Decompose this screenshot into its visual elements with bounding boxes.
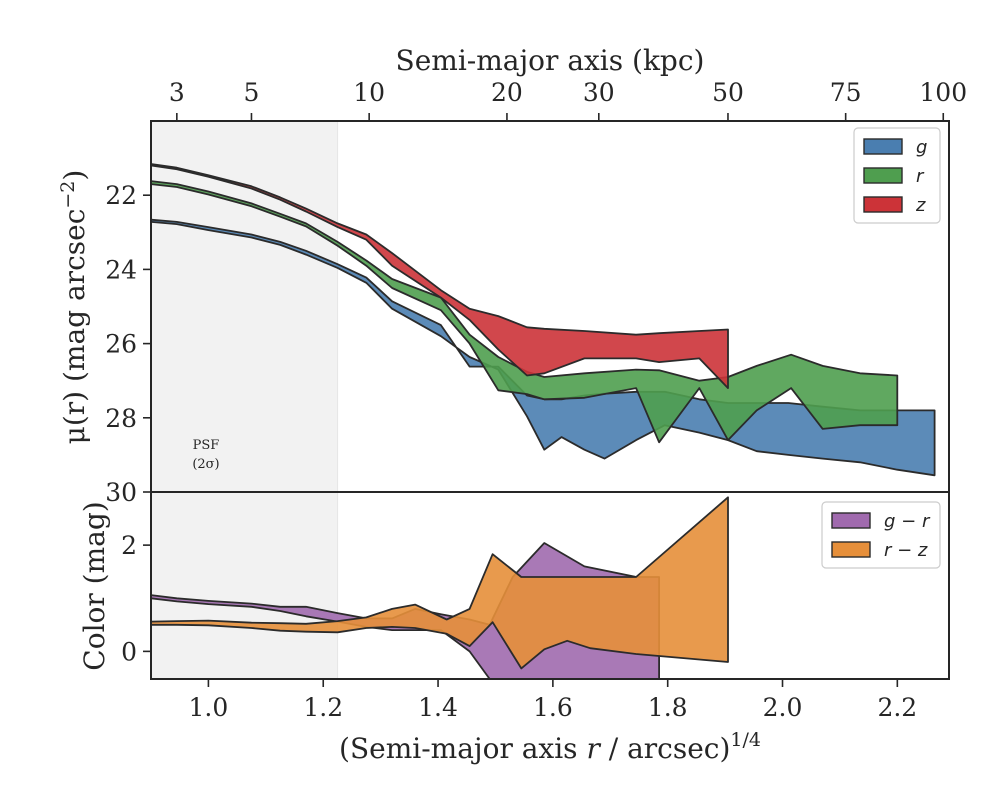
bottom-x-tick-label: 1.4 <box>418 693 458 722</box>
legend-label-g-r: g − r <box>884 511 931 532</box>
main-y-tick-label: 26 <box>105 330 137 359</box>
main-y-label-main: μ(r) (mag arcsec <box>58 209 91 445</box>
main-y-tick-label: 24 <box>105 255 137 284</box>
top-axis-label: Semi-major axis (kpc) <box>396 44 705 77</box>
psf-label-line2: (2σ) <box>192 457 219 472</box>
legend-label-z: z <box>915 195 926 216</box>
color-panel-frame <box>150 491 950 680</box>
legend-swatch-r <box>863 167 903 184</box>
main-y-tick-label: 28 <box>105 404 137 433</box>
legend-swatch-g-r <box>831 512 871 529</box>
main-legend: grz <box>853 127 941 224</box>
legend-label-g: g <box>916 137 927 158</box>
top-tick-label: 10 <box>353 78 385 107</box>
band-r <box>151 180 899 444</box>
top-tick-label: 75 <box>830 78 862 107</box>
band-z <box>151 163 729 389</box>
legend-swatch-z <box>863 196 903 213</box>
top-tick-label: 50 <box>712 78 744 107</box>
legend-label-r-z: r − z <box>884 540 928 561</box>
x-label-exponent: 1/4 <box>730 729 761 751</box>
bottom-x-axis-label: (Semi-major axis r / arcsec)1/4 <box>339 729 761 765</box>
x-label-main: (Semi-major axis <box>339 732 586 765</box>
legend-label-r: r <box>916 166 925 187</box>
top-tick-label: 3 <box>169 78 185 107</box>
x-label-var: r <box>586 732 601 765</box>
color-legend: g − r r − z <box>821 501 941 569</box>
psf-shade-rect <box>150 120 339 680</box>
top-tick-label: 20 <box>491 78 523 107</box>
psf-region <box>150 120 339 680</box>
bottom-x-tick-label: 1.8 <box>648 693 688 722</box>
bottom-x-tick-label: 2.0 <box>763 693 803 722</box>
bottom-x-tick-label: 2.2 <box>877 693 917 722</box>
x-label-rest: / arcsec) <box>600 732 731 765</box>
legend-swatch-r-z <box>831 541 871 558</box>
color-series <box>151 496 729 679</box>
main-y-axis-label: μ(r) (mag arcsec−2) <box>57 170 91 445</box>
bottom-x-tick-label: 1.2 <box>303 693 343 722</box>
color-y-tick-label: 2 <box>121 531 137 560</box>
main-y-label-exponent: −2 <box>57 181 79 209</box>
surface-brightness-series <box>151 163 936 477</box>
top-tick-label: 100 <box>919 78 967 107</box>
top-tick-label: 30 <box>583 78 615 107</box>
bottom-x-tick-label: 1.0 <box>189 693 229 722</box>
main-y-tick-label: 22 <box>105 181 137 210</box>
top-tick-label: 5 <box>244 78 260 107</box>
color-y-tick-label: 0 <box>121 637 137 666</box>
color-y-axis-label: Color (mag) <box>78 501 111 670</box>
axis-ticks: 3 5 10 20 30 50 75 100 22 24 26 28 30 0 2 1.0 1.2 1.4 1.6 1… <box>105 78 967 722</box>
legend-swatch-g <box>863 138 903 155</box>
band-r-z <box>151 496 729 670</box>
main-y-label-close: ) <box>58 170 91 181</box>
bottom-x-tick-label: 1.6 <box>533 693 573 722</box>
psf-label-line1: PSF <box>193 438 220 453</box>
main-y-tick-label: 30 <box>105 478 137 507</box>
